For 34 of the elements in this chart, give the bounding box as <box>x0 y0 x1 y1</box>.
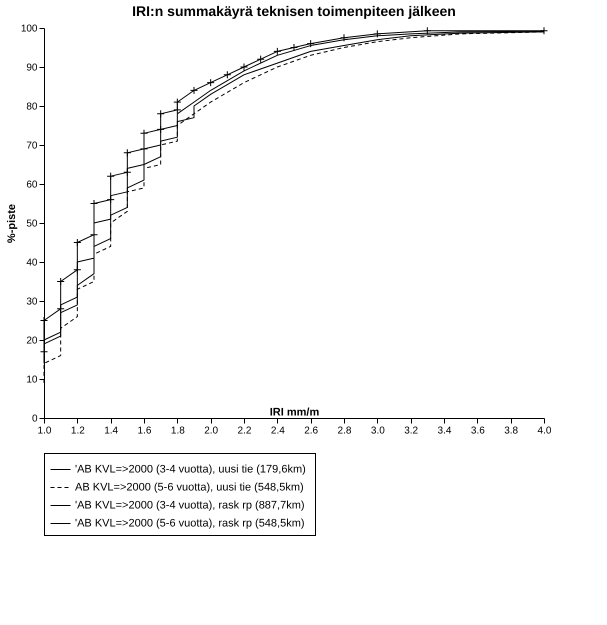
y-tick-label: 0 <box>32 414 38 424</box>
x-tick-label: 1.0 <box>38 426 52 436</box>
legend-label: 'AB KVL=>2000 (3-4 vuotta), rask rp (887,7km) <box>75 500 305 512</box>
legend-label: 'AB KVL=>2000 (3-4 vuotta), uusi tie (179,6km) <box>75 464 306 476</box>
x-axis-title: IRI mm/m <box>270 406 320 418</box>
x-tick-label: 3.8 <box>504 426 519 436</box>
y-tick-label: 80 <box>26 102 38 112</box>
x-tick-label: 4.0 <box>538 426 552 436</box>
x-tick-label: 3.0 <box>370 426 386 436</box>
chart-title: IRI:n summakäyrä teknisen toimenpiteen jälkeen <box>132 3 456 19</box>
y-tick-label: 70 <box>26 140 38 152</box>
y-tick-label: 50 <box>26 218 38 230</box>
y-tick-label: 10 <box>26 374 38 386</box>
legend-label: AB KVL=>2000 (5-6 vuotta), uusi tie (548,5km) <box>75 482 304 494</box>
y-axis-title: %-piste <box>6 204 18 244</box>
y-tick-label: 20 <box>26 336 38 346</box>
y-tick-label: 60 <box>26 180 38 190</box>
x-tick-label: 3.2 <box>404 426 419 436</box>
x-tick-label: 3.6 <box>470 426 486 436</box>
x-tick-label: 2.8 <box>338 426 352 436</box>
x-tick-label: 1.2 <box>70 426 86 436</box>
y-tick-label: 30 <box>26 296 38 308</box>
x-tick-label: 3.4 <box>438 426 452 436</box>
x-tick-label: 2.4 <box>270 426 286 436</box>
y-tick-label: 90 <box>26 62 38 74</box>
y-tick-label: 100 <box>20 24 38 34</box>
x-tick-label: 1.8 <box>170 426 186 436</box>
x-tick-label: 2.2 <box>238 426 252 436</box>
y-tick-label: 40 <box>26 258 38 268</box>
x-tick-label: 2.6 <box>304 426 319 436</box>
legend-label: 'AB KVL=>2000 (5-6 vuotta), rask rp (548,5km) <box>75 518 305 530</box>
x-tick-label: 1.6 <box>138 426 152 436</box>
x-tick-label: 2.0 <box>204 426 219 436</box>
x-tick-label: 1.4 <box>104 426 119 436</box>
